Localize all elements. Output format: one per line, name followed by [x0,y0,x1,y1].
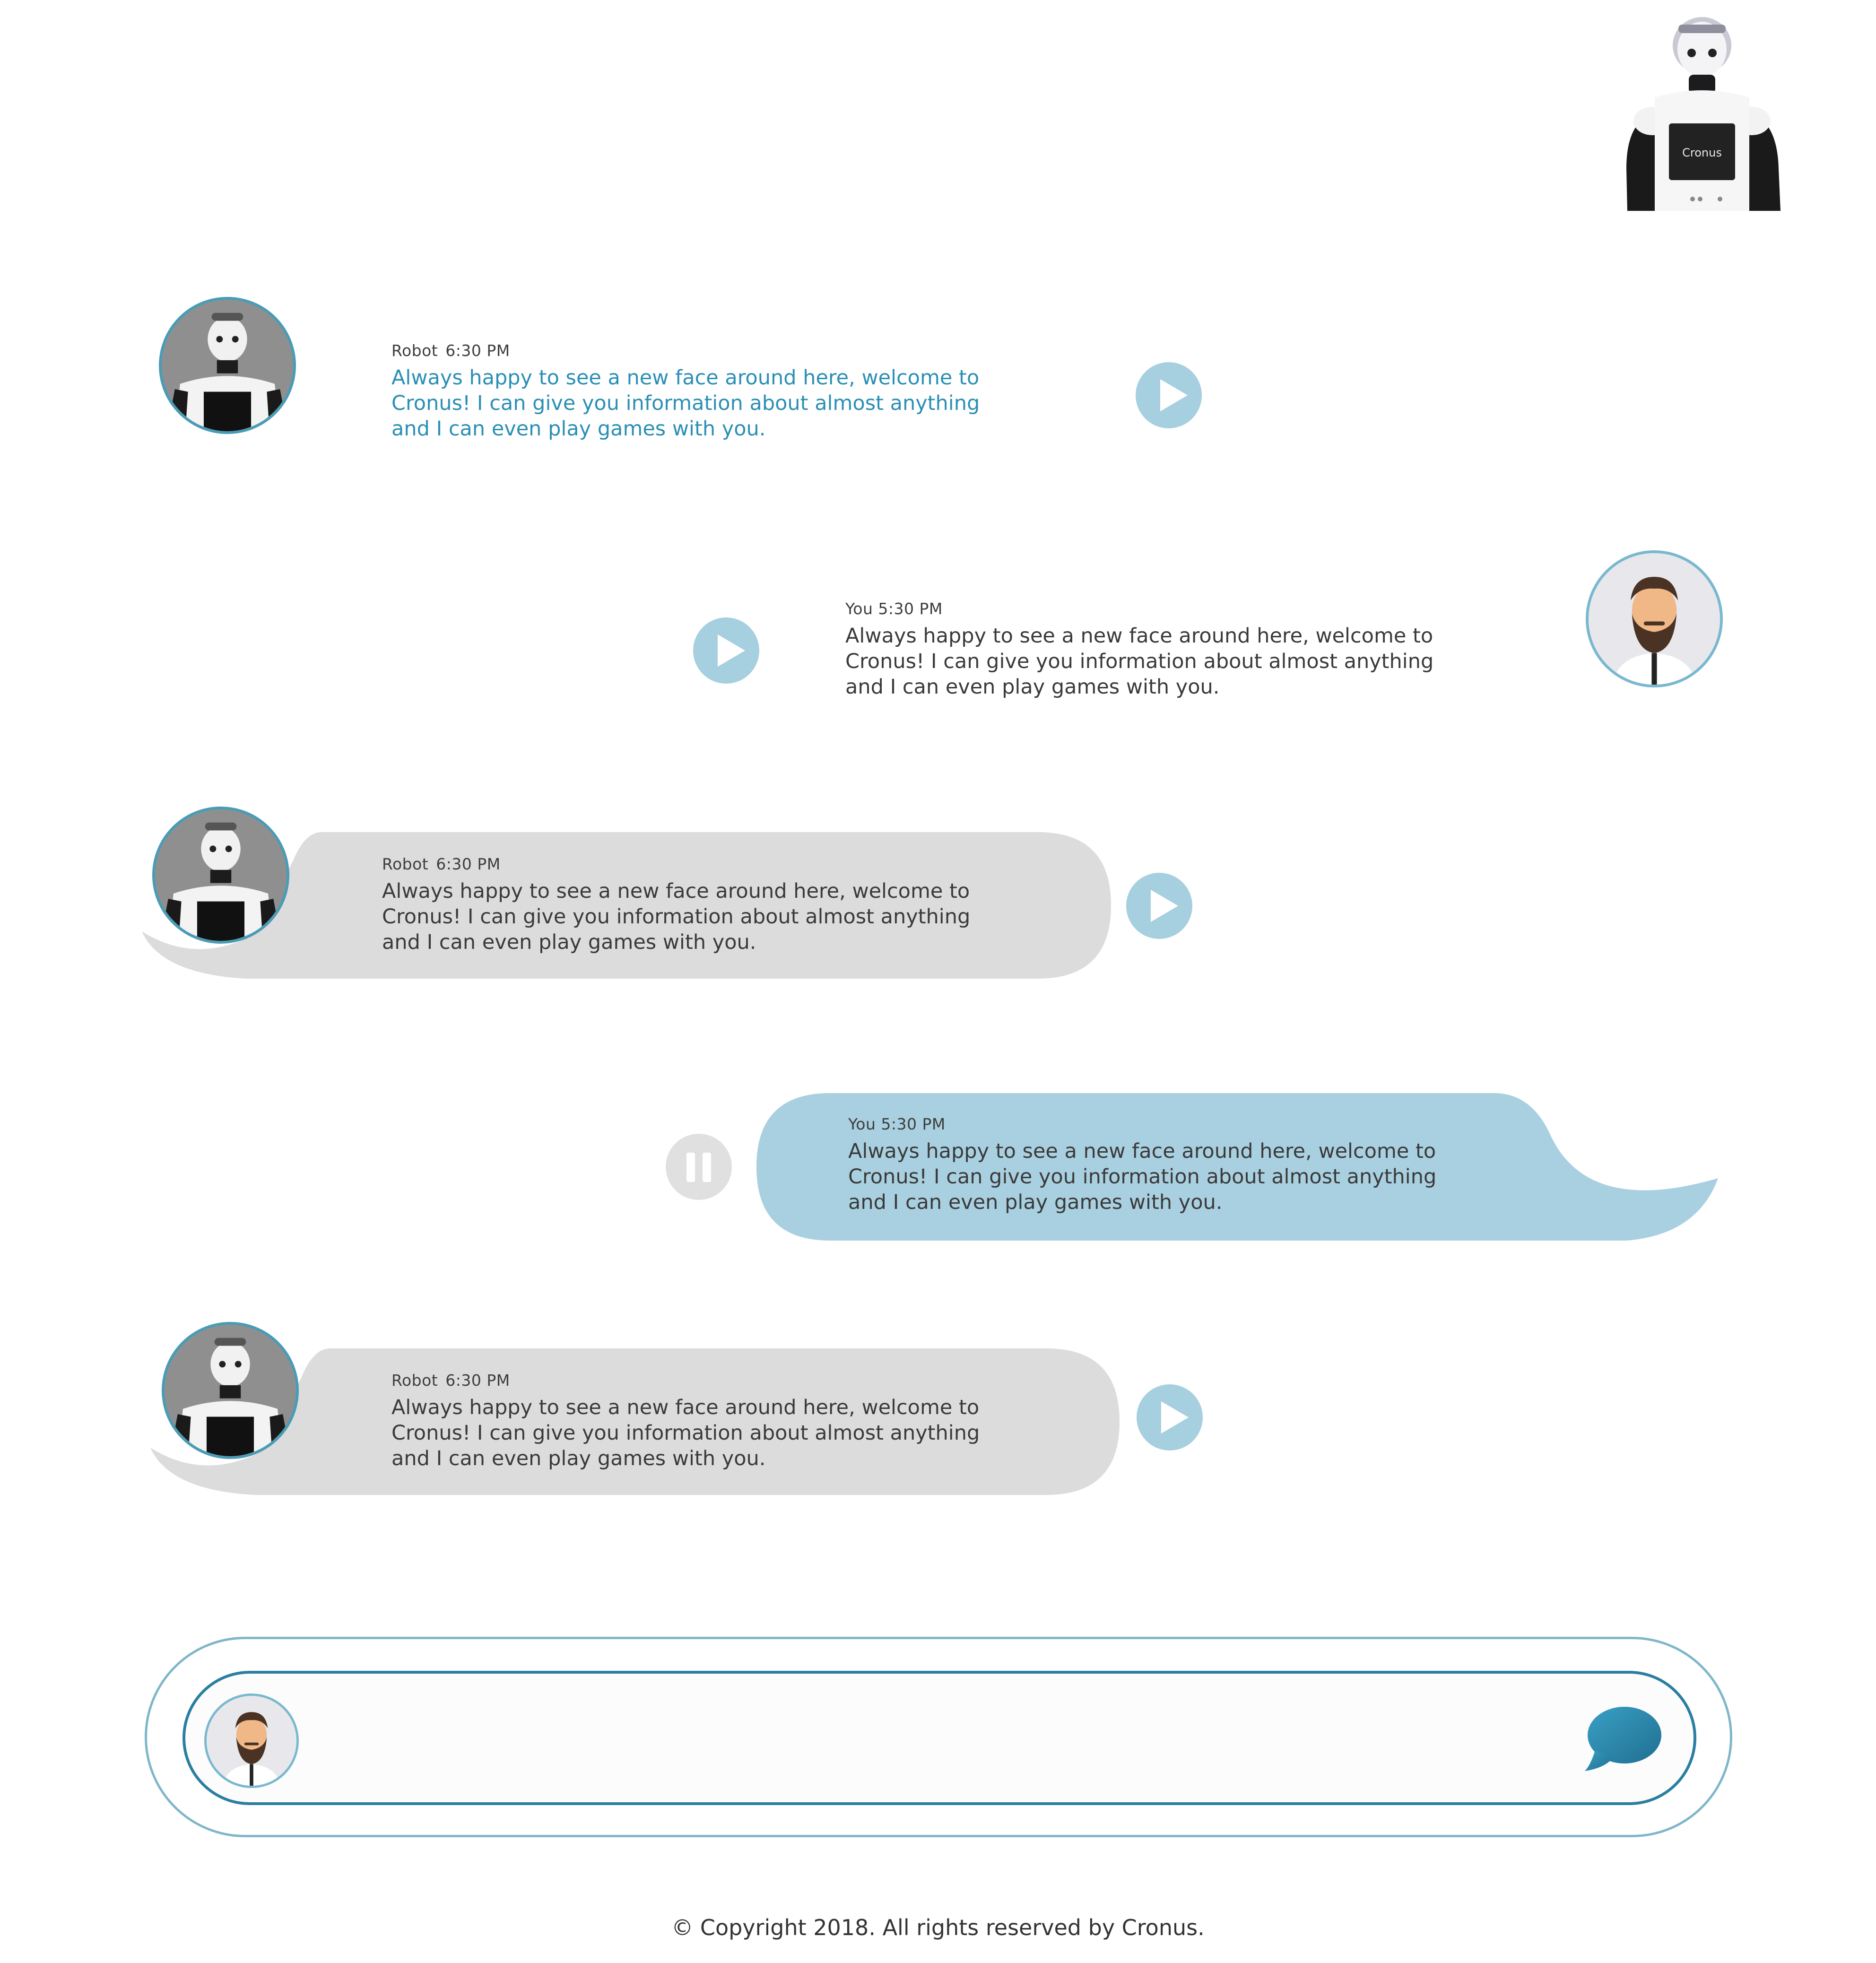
message-meta: Robot 6:30 PM [391,341,510,360]
robot-avatar-icon [162,300,293,431]
message-meta: Robot 6:30 PM [391,1371,510,1390]
message-sender: You [845,599,873,618]
message-meta: Robot 6:30 PM [382,855,501,873]
message-input[interactable] [321,1702,1543,1774]
message-sender: Robot [391,1371,438,1390]
message-sender: Robot [382,855,429,873]
message-text: Always happy to see a new face around he… [391,366,980,441]
message-text: Always happy to see a new face around he… [391,1396,980,1470]
composer-avatar [204,1694,299,1788]
robot-avatar [159,297,296,434]
message-text: Always happy to see a new face around he… [382,879,971,954]
message-time: 5:30 PM [878,599,943,618]
speech-bubble-send-icon [1585,1707,1661,1771]
pause-button[interactable] [666,1134,732,1200]
message-time: 5:30 PM [881,1115,946,1133]
user-avatar [1586,550,1723,687]
robot-message-bubble [142,832,1111,979]
message-meta: You 5:30 PM [848,1115,946,1133]
message-time: 6:30 PM [436,855,501,873]
message-time: 6:30 PM [445,1371,510,1390]
message-sender: Robot [391,341,438,360]
robot-avatar-icon [165,1325,296,1456]
message-meta: You 5:30 PM [845,599,943,618]
message-sender: You [848,1115,876,1133]
robot-avatar [162,1322,299,1459]
message-time: 6:30 PM [445,341,510,360]
robot-avatar [152,807,289,944]
play-icon [1151,890,1178,922]
send-button[interactable] [1582,1705,1662,1776]
play-icon [1160,379,1188,411]
message-text: Always happy to see a new face around he… [845,624,1434,699]
play-button[interactable] [1136,362,1202,428]
user-avatar-icon [207,1696,296,1786]
play-icon [1161,1401,1189,1433]
robot-avatar-icon [155,809,287,941]
play-icon [718,634,745,667]
play-button[interactable] [693,617,759,684]
user-avatar-icon [1589,553,1720,685]
message-text: Always happy to see a new face around he… [848,1139,1437,1214]
user-message-bubble [756,1093,1718,1241]
pause-icon [686,1153,695,1182]
play-button[interactable] [1126,873,1192,939]
play-button[interactable] [1137,1384,1203,1451]
robot-message-bubble [150,1348,1120,1495]
footer-copyright: © Copyright 2018. All rights reserved by… [671,1915,1205,1940]
robot-cronus-icon: Cronus [1607,12,1797,216]
svg-text:Cronus: Cronus [1682,146,1722,159]
